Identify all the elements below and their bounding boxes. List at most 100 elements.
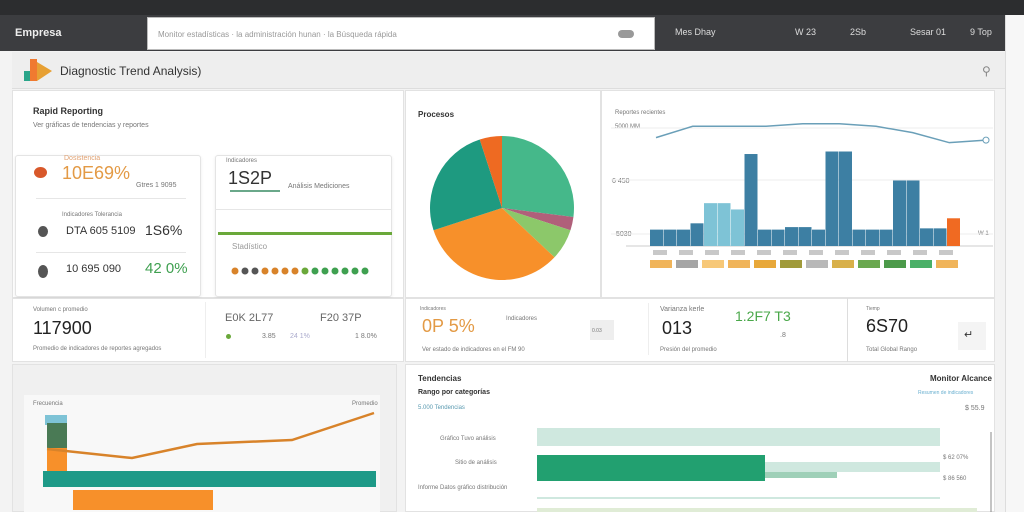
line-endpoint (982, 136, 990, 144)
indicator-dot (261, 267, 269, 275)
card-label: Dosistencia (64, 155, 101, 162)
status-dot-icon (38, 265, 48, 278)
x-tick-mark (731, 250, 745, 255)
kpi-value: 013 (662, 318, 693, 338)
row-value: 1S6% (145, 222, 183, 238)
kpi-value: 6S70 (866, 316, 909, 336)
pie-slice (502, 208, 574, 231)
scrollbar[interactable] (1005, 15, 1024, 512)
progress-bar (218, 232, 392, 235)
card-value: 10E69% (62, 163, 131, 183)
brand-name: Empresa (15, 27, 62, 39)
nav-item-1[interactable]: Mes Dhay (675, 27, 716, 37)
search-input[interactable]: Monitor estadísticas · la administración… (147, 17, 655, 50)
card-sub: Stadístico (232, 242, 268, 251)
bar (731, 209, 744, 246)
x-tick-mark (705, 250, 719, 255)
hbar-label: Informe Datos gráfico distribución (418, 485, 508, 491)
indicator-dot (231, 267, 239, 275)
trend-chart (43, 411, 376, 510)
bar (704, 203, 717, 246)
bar (866, 229, 879, 246)
x-tick-mark (783, 250, 797, 255)
bar (650, 229, 663, 246)
kpi-badge[interactable]: 0.03 (590, 320, 614, 340)
legend-swatch (858, 260, 880, 268)
indicator-dot (281, 267, 289, 275)
card-note: Gtres 1 9095 (136, 182, 177, 189)
row-text: DTA 605 5109 (66, 225, 136, 237)
kpi-sub: .8 (780, 332, 786, 339)
pie-slice (502, 136, 574, 218)
search-cloud-icon[interactable] (618, 30, 634, 38)
x-tick-mark (913, 250, 927, 255)
kpi-sub: 3.85 (262, 333, 276, 340)
pie-slice (502, 208, 571, 258)
kpi-sub: 24 1% (290, 333, 310, 340)
trend-line (655, 123, 987, 144)
divider (847, 298, 848, 362)
x-tick-mark (679, 250, 693, 255)
trend-line (46, 411, 375, 460)
kpi-value: F20 37P (320, 312, 362, 324)
x-tick-mark (653, 250, 667, 255)
pie-title: Procesos (418, 110, 455, 119)
indicator-dot (321, 267, 329, 275)
legend-swatch (728, 260, 750, 268)
dot-indicator-row (231, 267, 369, 275)
underline (230, 190, 280, 192)
bar (785, 227, 798, 246)
indicator-dot (251, 267, 259, 275)
search-icon[interactable]: ⚲ (982, 64, 991, 78)
hbar-2-ext2 (765, 472, 837, 478)
kpi-label: Tiemp (866, 306, 880, 312)
bar-light (45, 415, 67, 425)
card-value: 1S2P (228, 168, 273, 188)
indicator-dot (311, 267, 319, 275)
status-dot-icon (38, 226, 48, 237)
kpi-label: Volumen c promedio (33, 307, 88, 313)
legend-swatch (650, 260, 672, 268)
row-value: 42 0% (145, 260, 188, 277)
kpi-row-right (405, 298, 995, 362)
trend-link-icon[interactable]: ↵ (958, 322, 986, 350)
status-dot-icon (34, 167, 47, 178)
hbar-sub: 5.000 Tendencias (418, 405, 465, 411)
legend-swatch (754, 260, 776, 268)
bar-orange-wide (73, 490, 213, 510)
indicator-dot (291, 267, 299, 275)
hbar-2 (537, 455, 765, 481)
card-label: Indicadores (226, 158, 258, 164)
indicator-dot (301, 267, 309, 275)
reporting-subtitle: Ver gráficas de tendencias y reportes (33, 122, 149, 129)
hbar-2-ext (765, 462, 940, 472)
bar (717, 203, 731, 246)
indicator-dot (341, 267, 349, 275)
nav-item-3[interactable]: 2Sb (850, 27, 867, 37)
bar (798, 227, 812, 246)
trend-label: Promedio (352, 401, 378, 407)
bar (758, 229, 771, 246)
indicator-dot (361, 267, 369, 275)
divider (36, 252, 186, 253)
window-top-strip (0, 0, 1024, 15)
nav-item-2[interactable]: W 23 (795, 27, 817, 37)
indicator-dot (331, 267, 339, 275)
hbar-right-sub: Resumen de indicadores (918, 390, 974, 396)
kpi-note: Total Global Rango (866, 347, 918, 353)
hbar-label: Sitio de análisis (455, 460, 497, 466)
nav-item-4[interactable]: Sesar 01 (910, 27, 947, 37)
page-title: Diagnostic Trend Analysis) (60, 64, 202, 78)
nav-item-5[interactable]: 9 Top (970, 27, 992, 37)
kpi-note: Promedio de indicadores de reportes agre… (33, 346, 162, 352)
kpi-label: Varianza kerle (660, 306, 705, 313)
kpi-value: E0K 2L77 (225, 312, 274, 324)
kpi-value: 117900 (33, 318, 92, 338)
bar (825, 151, 839, 246)
hbar-title: Tendencias (418, 374, 462, 383)
kpi-note: Ver estado de indicadores en el FM 90 (422, 347, 525, 353)
indicator-dot (351, 267, 359, 275)
hbar-4 (537, 508, 977, 512)
divider (205, 302, 206, 358)
indicator-dot (241, 267, 249, 275)
